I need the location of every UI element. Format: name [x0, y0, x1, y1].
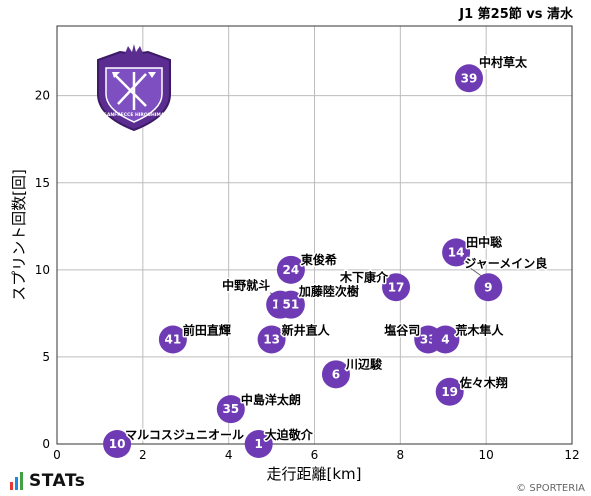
point-label: 前田直輝: [183, 323, 231, 338]
point-number: 4: [441, 333, 449, 347]
plot-frame: [56, 25, 573, 445]
point-marker: [455, 64, 483, 93]
point-number: 1: [255, 437, 263, 451]
data-point: 13: [257, 325, 286, 354]
x-tick-label: 10: [479, 448, 494, 462]
point-label: 新井直人: [282, 323, 331, 338]
y-tick-label: 15: [35, 176, 50, 190]
data-point: 39: [455, 64, 483, 93]
point-marker: [216, 395, 245, 424]
point-label: 中島洋太朗: [241, 392, 301, 407]
data-point: 41: [158, 325, 187, 354]
point-marker: [435, 377, 464, 406]
point-marker: [244, 430, 273, 458]
point-number: 17: [388, 280, 405, 294]
x-tick-label: 6: [311, 448, 319, 462]
data-point: 9: [474, 273, 503, 302]
stats-brand: STATs: [10, 471, 85, 491]
point-label: 中野就斗: [222, 278, 270, 293]
brand-bars-icon: [10, 472, 23, 490]
point-number: 35: [222, 402, 239, 416]
data-point: 24: [276, 255, 305, 284]
point-marker: [321, 360, 350, 389]
data-point: 14: [442, 238, 471, 267]
point-label: 東俊希: [301, 252, 337, 267]
x-tick-label: 2: [139, 448, 147, 462]
point-number: 9: [484, 280, 492, 294]
point-marker: [382, 273, 411, 302]
point-number: 13: [263, 333, 280, 347]
data-point: 17: [382, 273, 411, 302]
data-point: 1: [244, 430, 273, 458]
point-number: 19: [441, 385, 458, 399]
point-number: 24: [283, 263, 300, 277]
point-label: 中村草太: [479, 54, 528, 69]
point-marker: [276, 255, 305, 284]
point-label: 塩谷司: [384, 323, 420, 338]
y-axis-label: スプリント回数[回]: [10, 169, 28, 301]
point-label: 田中聡: [466, 234, 503, 249]
point-label: 荒木隼人: [454, 323, 504, 338]
y-tick-label: 0: [42, 437, 50, 451]
point-marker: [158, 325, 187, 354]
data-point: 6: [321, 360, 350, 389]
point-marker: [442, 238, 471, 267]
point-label: マルコスジュニオール: [125, 428, 244, 442]
data-point: 35: [216, 395, 245, 424]
point-label: 木下康介: [339, 269, 389, 284]
point-number: 51: [283, 298, 300, 312]
x-tick-label: 0: [53, 448, 61, 462]
point-marker: [276, 290, 305, 319]
svg-text:SANFRECCE HIROSHIMA: SANFRECCE HIROSHIMA: [104, 112, 165, 118]
x-tick-label: 8: [397, 448, 405, 462]
copyright-text: © SPORTERIA: [516, 483, 585, 494]
point-number: 10: [109, 437, 126, 451]
point-number: 14: [448, 245, 465, 259]
point-marker: [103, 430, 132, 458]
chart-title: J1 第25節 vs 清水: [458, 6, 574, 22]
team-crest-logo: SANFRECCE HIROSHIMA: [97, 44, 171, 132]
point-number: 39: [461, 71, 478, 85]
point-label: 加藤陸次樹: [298, 284, 359, 299]
data-point: 19: [435, 377, 464, 406]
x-tick-label: 12: [564, 448, 579, 462]
point-number: 6: [332, 367, 340, 381]
y-tick-label: 5: [42, 350, 50, 364]
brand-name: STATs: [29, 471, 86, 491]
data-points: 3914917241551411333461935101: [103, 64, 503, 458]
point-marker: [431, 325, 460, 354]
data-point: 51: [276, 290, 305, 319]
x-axis-label: 走行距離[km]: [266, 465, 361, 483]
data-point: 4: [431, 325, 460, 354]
x-tick-label: 4: [225, 448, 233, 462]
leader-line: [466, 264, 484, 278]
y-tick-label: 20: [35, 89, 50, 103]
y-tick-label: 10: [35, 263, 50, 277]
point-number: 41: [165, 333, 182, 347]
point-label: 川辺駿: [345, 356, 383, 371]
point-marker: [257, 325, 286, 354]
point-label: ジャーメイン良: [464, 255, 547, 270]
data-point: 10: [103, 430, 132, 458]
grid: [57, 26, 572, 444]
point-label: 佐々木翔: [459, 375, 508, 390]
point-label: 大迫敬介: [265, 427, 314, 442]
point-marker: [474, 273, 503, 302]
